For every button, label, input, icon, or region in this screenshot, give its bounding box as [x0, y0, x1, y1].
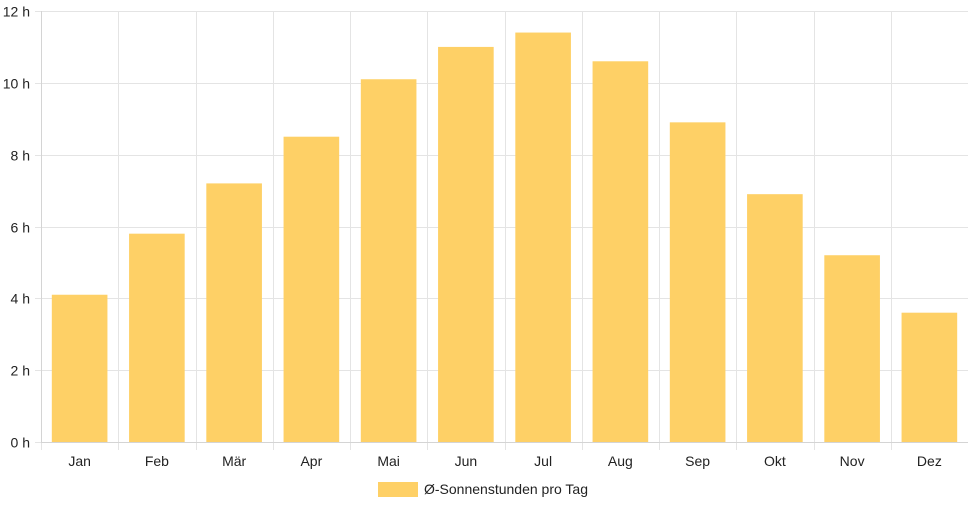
- x-tick-label: Okt: [764, 453, 786, 469]
- x-tick-label: Jun: [455, 453, 478, 469]
- axes: [41, 11, 968, 443]
- bars: [51, 32, 958, 443]
- y-tick-label: 6 h: [11, 220, 30, 236]
- x-tick-label: Nov: [840, 453, 865, 469]
- y-tick-label: 10 h: [3, 76, 30, 92]
- bar: [515, 32, 571, 443]
- bar: [360, 79, 417, 442]
- bar: [669, 122, 726, 442]
- legend[interactable]: Ø-Sonnenstunden pro Tag: [378, 481, 588, 497]
- y-tick-label: 8 h: [11, 148, 30, 164]
- x-tick-label: Mai: [377, 453, 400, 469]
- x-tick-label: Aug: [608, 453, 633, 469]
- x-tick-label: Apr: [300, 453, 322, 469]
- y-tick-label: 12 h: [3, 4, 30, 20]
- x-tick-label: Jul: [534, 453, 552, 469]
- bar: [51, 294, 108, 442]
- bar: [824, 255, 880, 442]
- x-tick-label: Sep: [685, 453, 710, 469]
- bar: [438, 46, 494, 443]
- x-tick-label: Mär: [222, 453, 246, 469]
- x-tick-label: Dez: [917, 453, 942, 469]
- x-tick-label: Jan: [68, 453, 91, 469]
- legend-label: Ø-Sonnenstunden pro Tag: [424, 481, 588, 497]
- y-tick-label: 0 h: [11, 435, 30, 451]
- bar: [592, 61, 649, 443]
- bar: [747, 194, 803, 442]
- x-tick-label: Feb: [145, 453, 169, 469]
- bar: [129, 233, 185, 442]
- y-tick-label: 4 h: [11, 291, 30, 307]
- bar: [283, 136, 340, 443]
- bar: [901, 312, 958, 442]
- y-tick-label: 2 h: [11, 363, 30, 379]
- bar: [206, 183, 262, 442]
- x-axis-ticks: Jan Feb Mär Apr Mai Jun Jul Aug Sep Okt Nov Dez: [68, 453, 941, 469]
- y-axis-ticks: 0 h 2 h 4 h 6 h 8 h 10 h 12 h: [3, 4, 30, 451]
- legend-swatch: [378, 482, 418, 497]
